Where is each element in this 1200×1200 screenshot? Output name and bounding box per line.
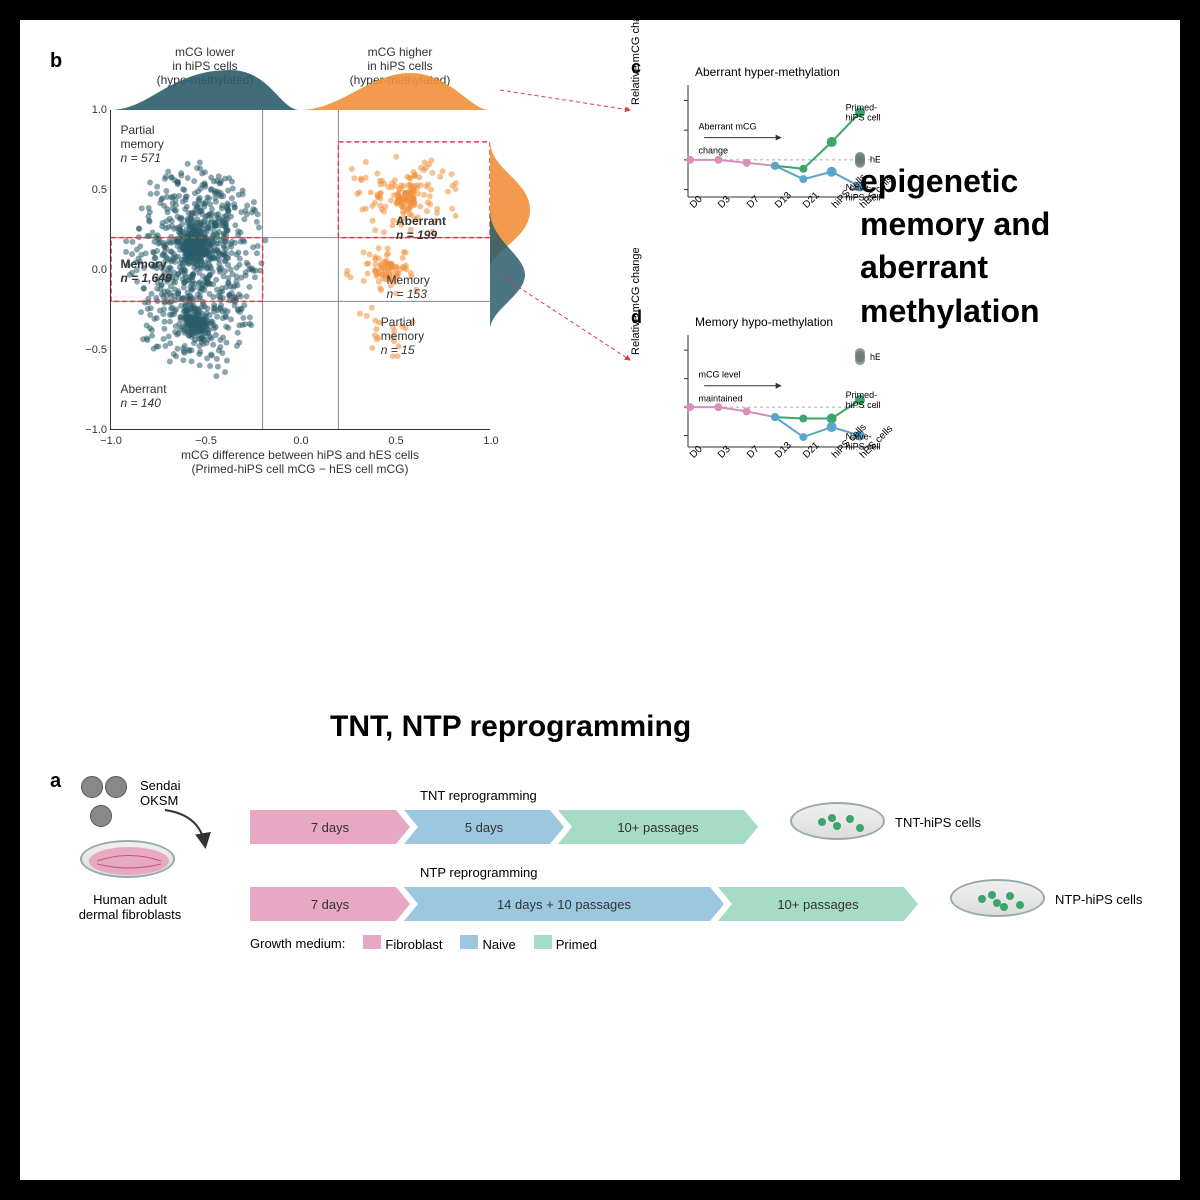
virus-icon [80,775,128,833]
svg-text:mCG level: mCG level [699,370,741,380]
ntp-row-label: NTP reprogramming [420,865,538,880]
panel-d-ylabel: Relative mCG change [630,247,642,355]
scatter-plot: −1.0−0.50.00.51.0−1.0−0.50.00.51.0Partia… [110,110,490,430]
legend-title: Growth medium: [250,936,345,951]
text: Fibroblast [385,937,442,952]
figure-frame: b mCG lower in hiPS cells (hypo-methylat… [20,20,1180,1180]
panel-c-ylabel: Relative mCG change [630,0,642,105]
top-marginal-density [110,65,490,110]
text: (Primed-hiPS cell mCG − hES cell mCG) [110,462,490,476]
chevron-step: 10+ passages [718,887,918,921]
text: Human adult [60,892,200,907]
svg-text:Aberrant mCG: Aberrant mCG [699,122,757,132]
svg-text:hES cells: hES cells [870,352,880,362]
chevron-step: 7 days [250,810,410,844]
svg-text:Primed-: Primed- [846,390,878,400]
arrow-curve-icon [160,805,220,855]
text: dermal fibroblasts [60,907,200,922]
tnt-output-label: TNT-hiPS cells [895,815,981,830]
chevron-step: 7 days [250,887,410,921]
legend-fibroblast: Fibroblast [363,935,442,952]
virus-label: Sendai OKSM [140,778,180,808]
panel-d-title: Memory hypo-methylation [695,315,833,329]
svg-text:Primed-: Primed- [846,102,878,112]
chevron-step: 14 days + 10 passages [404,887,724,921]
text: Sendai [140,778,180,793]
legend-primed: Primed [534,935,597,952]
panel-d: d Memory hypo-methylation Relative mCG c… [635,315,915,490]
side-title: epigenetic memory and aberrant methylati… [860,160,1130,333]
panel-a: a Human adult dermal fibroblasts Sendai … [50,770,1150,1080]
ntp-output-dish-icon [950,879,1045,927]
tnt-row-label: TNT reprogramming [420,788,537,803]
source-label: Human adult dermal fibroblasts [60,892,200,922]
tnt-chevron-row: 7 days5 days10+ passages [250,810,752,844]
tnt-output-dish-icon [790,802,885,850]
panel-b: b mCG lower in hiPS cells (hypo-methylat… [50,50,610,490]
growth-medium-legend: Growth medium: Fibroblast Naive Primed [250,935,597,952]
chevron-step: 5 days [404,810,564,844]
text: mCG lower [120,45,290,59]
svg-text:change: change [699,146,729,156]
x-axis-label: mCG difference between hiPS and hES cell… [110,448,490,476]
svg-text:hiPS cells: hiPS cells [846,400,880,410]
ntp-chevron-row: 7 days14 days + 10 passages10+ passages [250,887,912,921]
bottom-title: TNT, NTP reprogramming [330,710,691,744]
svg-text:maintained: maintained [699,394,743,404]
panel-b-label: b [50,50,62,73]
panel-a-label: a [50,770,61,793]
text: mCG higher [310,45,490,59]
text: Primed [556,937,597,952]
ntp-output-label: NTP-hiPS cells [1055,892,1142,907]
right-marginal-density [490,110,535,430]
panel-c-title: Aberrant hyper-methylation [695,65,840,79]
svg-text:hiPS cells: hiPS cells [846,112,880,122]
text: Naive [482,937,515,952]
text: mCG difference between hiPS and hES cell… [110,448,490,462]
chevron-step: 10+ passages [558,810,758,844]
legend-naive: Naive [460,935,515,952]
